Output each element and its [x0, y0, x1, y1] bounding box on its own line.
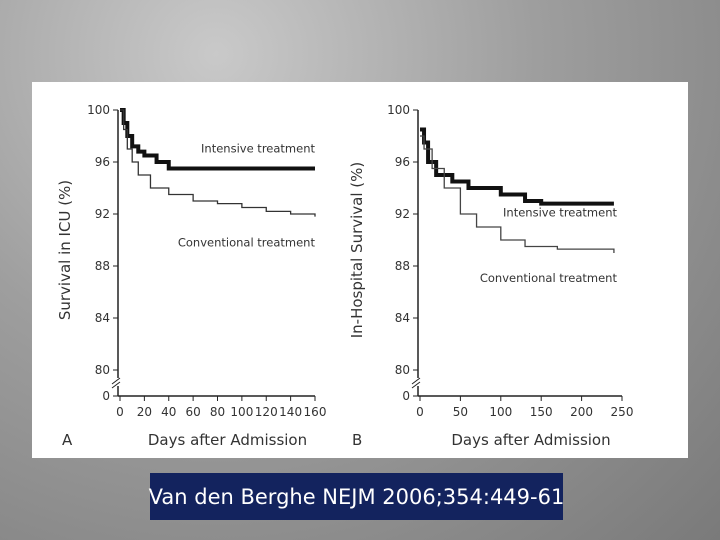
y-tick-label: 84 — [395, 311, 410, 325]
panel-label: B — [352, 431, 362, 449]
y-axis-label: In-Hospital Survival (%) — [348, 162, 366, 339]
x-tick-label: 160 — [304, 405, 327, 419]
y-tick-label: 92 — [395, 207, 410, 221]
axis-break — [411, 377, 421, 389]
series-label: Conventional treatment — [178, 236, 316, 250]
x-tick-label: 80 — [210, 405, 225, 419]
x-tick-label: 250 — [611, 405, 634, 419]
x-tick-label: 100 — [230, 405, 253, 419]
x-tick-label: 0 — [416, 405, 424, 419]
y-tick-label: 88 — [395, 259, 410, 273]
x-tick-label: 150 — [530, 405, 553, 419]
x-axis-label: Days after Admission — [451, 431, 610, 449]
survival-line — [420, 135, 615, 253]
survival-line — [420, 127, 614, 206]
y-tick-label: 88 — [95, 259, 110, 273]
x-tick-label: 200 — [570, 405, 593, 419]
y-tick-label: 0 — [402, 389, 410, 403]
y-tick-label: 80 — [95, 363, 110, 377]
axis-break — [412, 378, 424, 386]
x-axis-label: Days after Admission — [148, 431, 307, 449]
x-tick-label: 60 — [185, 405, 200, 419]
y-tick-label: 96 — [395, 155, 410, 169]
x-tick-label: 100 — [489, 405, 512, 419]
panel-label: A — [62, 431, 73, 449]
citation: Van den Berghe NEJM 2006;354:449-61 — [149, 473, 564, 520]
y-axis-label: Survival in ICU (%) — [56, 180, 74, 320]
x-tick-label: 20 — [137, 405, 152, 419]
survival-line — [120, 109, 316, 217]
y-tick-label: 100 — [87, 103, 110, 117]
survival-line — [120, 108, 315, 171]
y-tick-label: 84 — [95, 311, 110, 325]
x-tick-label: 40 — [161, 405, 176, 419]
y-tick-label: 100 — [387, 103, 410, 117]
axis-break — [111, 377, 121, 389]
y-tick-label: 96 — [95, 155, 110, 169]
series-label: Conventional treatment — [480, 271, 618, 285]
axis-break — [112, 378, 124, 386]
y-tick-label: 0 — [102, 389, 110, 403]
x-tick-label: 50 — [453, 405, 468, 419]
x-tick-label: 0 — [116, 405, 124, 419]
y-tick-label: 92 — [95, 207, 110, 221]
y-tick-label: 80 — [395, 363, 410, 377]
series-label: Intensive treatment — [201, 142, 315, 156]
x-tick-label: 140 — [279, 405, 302, 419]
x-tick-label: 120 — [255, 405, 278, 419]
series-label: Intensive treatment — [503, 206, 617, 220]
